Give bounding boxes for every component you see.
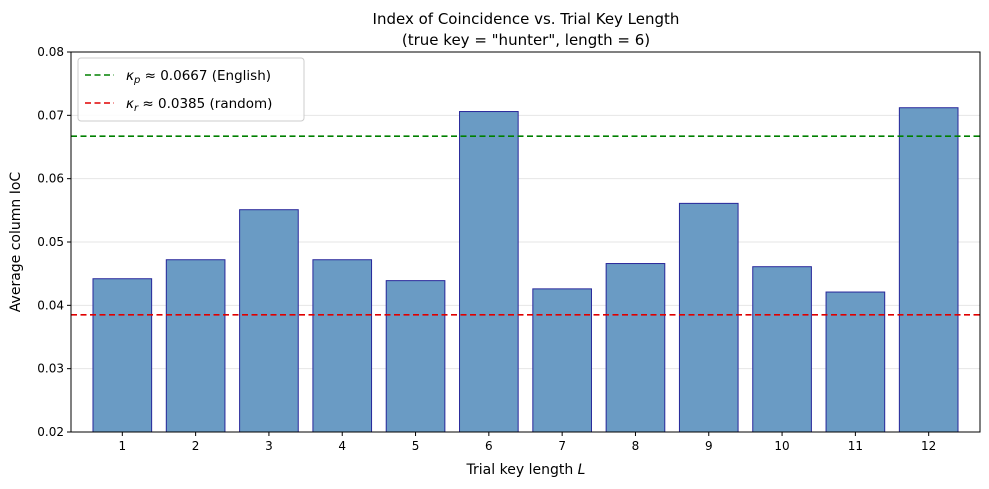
legend-symbol: κ	[126, 96, 134, 112]
x-tick-label: 10	[774, 439, 789, 453]
x-tick-label: 6	[485, 439, 493, 453]
x-tick-label: 5	[412, 439, 420, 453]
y-tick-label: 0.06	[37, 172, 64, 186]
bar-3	[239, 209, 299, 433]
legend-value: ≈ 0.0667 (English)	[140, 68, 271, 84]
x-tick-label: 7	[558, 439, 566, 453]
x-axis-label-variable: L	[578, 462, 586, 478]
legend: κp ≈ 0.0667 (English)κr ≈ 0.0385 (random…	[77, 57, 305, 122]
legend-label-r: κr ≈ 0.0385 (random)	[126, 96, 272, 114]
y-tick-label: 0.05	[37, 235, 64, 249]
x-tick-label: 11	[848, 439, 863, 453]
legend-value: ≈ 0.0385 (random)	[138, 96, 272, 112]
legend-subscript: r	[134, 103, 139, 114]
x-axis-label: Trial key length L	[466, 462, 586, 478]
x-tick-label: 4	[338, 439, 346, 453]
legend-label-p: κp ≈ 0.0667 (English)	[126, 68, 271, 86]
y-tick-label: 0.03	[37, 362, 64, 376]
bar-4	[312, 259, 373, 433]
x-tick-label: 12	[921, 439, 936, 453]
y-tick-label: 0.07	[37, 108, 64, 122]
y-tick-label: 0.04	[37, 298, 64, 312]
y-tick-label: 0.02	[37, 425, 64, 439]
x-tick-label: 8	[632, 439, 640, 453]
bar-6	[459, 111, 519, 433]
legend-entries: κp ≈ 0.0667 (English)κr ≈ 0.0385 (random…	[85, 68, 272, 114]
bar-12	[898, 107, 959, 433]
x-tick-label: 3	[265, 439, 273, 453]
chart-subtitle: (true key = "hunter", length = 6)	[402, 31, 650, 49]
x-axis-label-text: Trial key length	[466, 462, 578, 478]
bar-8	[605, 263, 666, 433]
y-tick-label: 0.08	[37, 45, 64, 59]
x-tick-label: 9	[705, 439, 713, 453]
bar-2	[165, 259, 226, 433]
chart-title: Index of Coincidence vs. Trial Key Lengt…	[373, 10, 680, 28]
bar-5	[385, 280, 446, 433]
y-axis-ticks: 0.02 0.03 0.04 0.05 0.06 0.07 0.08	[37, 45, 71, 439]
bar-9	[678, 202, 739, 433]
legend-symbol: κ	[126, 68, 134, 84]
bar-1	[92, 278, 153, 433]
x-axis-ticks: 1 2 3 4 5 6 7 8 9 10 11 12	[118, 432, 936, 453]
x-tick-label: 2	[192, 439, 200, 453]
legend-box	[77, 57, 305, 122]
y-axis-label: Average column IoC	[8, 172, 24, 313]
bar-7	[532, 288, 592, 433]
x-tick-label: 1	[118, 439, 126, 453]
legend-subscript: p	[133, 75, 140, 86]
bar-11	[825, 291, 886, 433]
bar-10	[752, 266, 812, 433]
